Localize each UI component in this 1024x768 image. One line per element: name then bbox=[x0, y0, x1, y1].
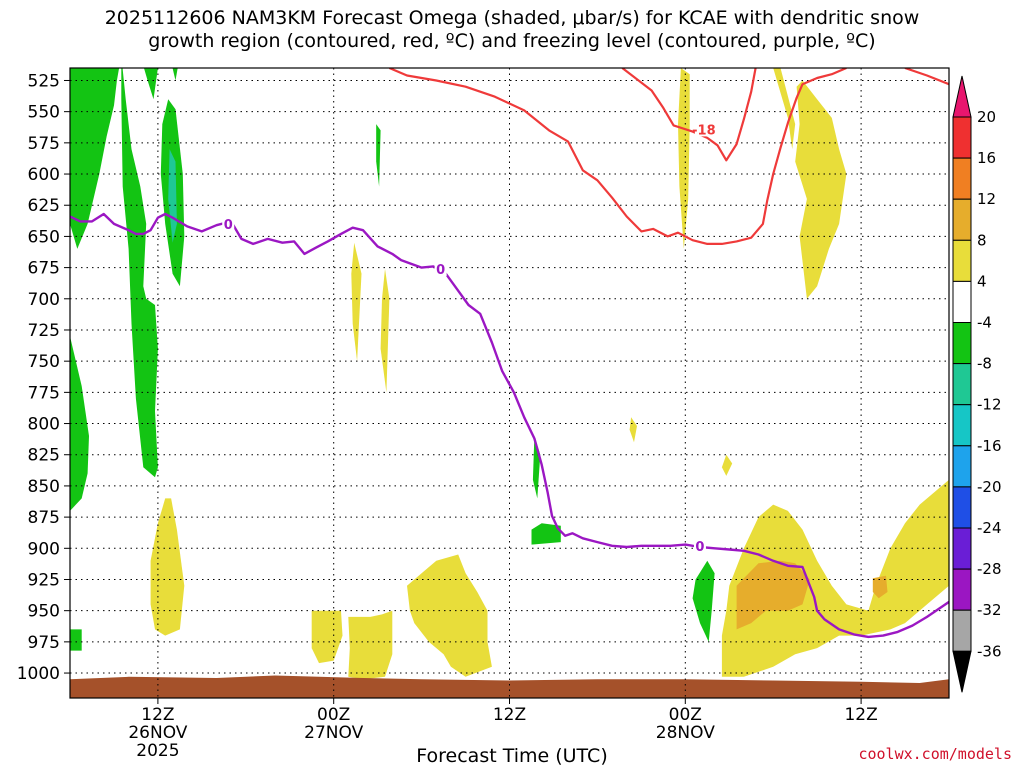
colorbar-segment bbox=[952, 486, 972, 529]
colorbar-segment bbox=[952, 280, 972, 323]
omega-region-19 bbox=[150, 498, 185, 636]
x-tick-label: 28NOV bbox=[656, 723, 715, 743]
terrain-fill bbox=[70, 675, 949, 698]
dgz-contour bbox=[388, 68, 847, 245]
colorbar-segment bbox=[952, 568, 972, 611]
freezing-contour-label: 0 bbox=[695, 540, 704, 555]
omega-region-20 bbox=[311, 610, 343, 664]
dgz-contour bbox=[904, 68, 949, 86]
colorbar-label: -32 bbox=[977, 601, 1002, 619]
freezing-label-bg bbox=[693, 539, 706, 554]
y-tick-label: 875 bbox=[28, 508, 60, 528]
omega-region-2 bbox=[143, 68, 158, 100]
omega-region-12 bbox=[678, 68, 690, 249]
y-tick-label: 800 bbox=[28, 415, 60, 435]
colorbar-segment bbox=[952, 157, 972, 200]
omega-region-16 bbox=[380, 268, 390, 393]
y-tick-label: 575 bbox=[28, 134, 60, 154]
omega-region-7 bbox=[376, 124, 381, 187]
omega-region-15 bbox=[351, 242, 362, 362]
omega-region-0 bbox=[70, 68, 120, 249]
omega-region-6 bbox=[70, 629, 82, 651]
colorbar-label: 20 bbox=[977, 108, 996, 126]
site-credit: coolwx.com/models bbox=[858, 745, 1012, 763]
x-tick-label: 12Z bbox=[493, 705, 526, 725]
omega-region-25 bbox=[872, 575, 888, 599]
y-tick-label: 950 bbox=[28, 602, 60, 622]
y-tick-label: 925 bbox=[28, 570, 60, 590]
omega-region-9 bbox=[531, 523, 561, 545]
x-tick-label: 26NOV bbox=[128, 723, 187, 743]
x-tick-label: 27NOV bbox=[304, 723, 363, 743]
colorbar-label: 4 bbox=[977, 272, 987, 290]
omega-region-5 bbox=[70, 336, 89, 511]
colorbar-label: -16 bbox=[977, 437, 1002, 455]
x-tick-label: 12Z bbox=[844, 705, 877, 725]
y-tick-label: 650 bbox=[28, 227, 60, 247]
y-tick-label: 750 bbox=[28, 352, 60, 372]
colorbar-segment bbox=[952, 198, 972, 241]
y-tick-label: 600 bbox=[28, 165, 60, 185]
dgz-label-bg bbox=[694, 121, 713, 137]
colorbar-label: -12 bbox=[977, 396, 1002, 414]
y-tick-label: 700 bbox=[28, 290, 60, 310]
freezing-label-bg bbox=[434, 262, 447, 277]
y-tick-label: 525 bbox=[28, 71, 60, 91]
freezing-contour-label: 0 bbox=[224, 218, 233, 233]
colorbar-segment bbox=[952, 404, 972, 447]
x-tick-label: 00Z bbox=[669, 705, 702, 725]
y-tick-label: 825 bbox=[28, 446, 60, 466]
colorbar-segment bbox=[952, 116, 972, 159]
omega-region-24 bbox=[736, 560, 810, 630]
freezing-contour-label: 0 bbox=[436, 263, 445, 278]
x-tick-label: 2025 bbox=[136, 741, 179, 761]
x-tick-label: 00Z bbox=[317, 705, 350, 725]
omega-region-17 bbox=[629, 417, 637, 443]
dgz-contour-label: -18 bbox=[692, 123, 716, 138]
omega-region-13 bbox=[773, 68, 796, 150]
x-axis-title: Forecast Time (UTC) bbox=[416, 745, 608, 767]
chart-title-line1: 2025112606 NAM3KM Forecast Omega (shaded… bbox=[104, 7, 920, 29]
omega-region-10 bbox=[692, 560, 715, 642]
colorbar-label: -8 bbox=[977, 355, 992, 373]
dgz-contour bbox=[621, 68, 757, 162]
colorbar-segment bbox=[952, 322, 972, 365]
colorbar-segment bbox=[952, 239, 972, 282]
colorbar-label: -28 bbox=[977, 560, 1002, 578]
colorbar-segment bbox=[952, 527, 972, 570]
omega-region-14 bbox=[795, 80, 847, 299]
omega-region-23 bbox=[721, 479, 949, 677]
y-tick-label: 975 bbox=[28, 633, 60, 653]
y-tick-label: 625 bbox=[28, 196, 60, 216]
y-tick-label: 550 bbox=[28, 103, 60, 123]
colorbar-label: 8 bbox=[977, 231, 987, 249]
colorbar-label: -24 bbox=[977, 519, 1002, 537]
colorbar-segment bbox=[952, 445, 972, 488]
y-tick-label: 775 bbox=[28, 383, 60, 403]
colorbar-label: -36 bbox=[977, 642, 1002, 660]
colorbar-label: 12 bbox=[977, 190, 996, 208]
chart-title-line2: growth region (contoured, red, ºC) and f… bbox=[148, 30, 876, 52]
freezing-level-contour bbox=[70, 212, 949, 639]
colorbar-bottom-arrow bbox=[952, 650, 972, 693]
omega-region-22 bbox=[407, 554, 492, 677]
y-tick-label: 725 bbox=[28, 321, 60, 341]
y-tick-label: 675 bbox=[28, 259, 60, 279]
colorbar-segment bbox=[952, 363, 972, 406]
colorbar-segment bbox=[952, 609, 972, 652]
colorbar-top-arrow bbox=[952, 75, 972, 118]
x-tick-label: 12Z bbox=[141, 705, 174, 725]
colorbar-label: -20 bbox=[977, 478, 1002, 496]
y-tick-label: 1000 bbox=[17, 664, 60, 684]
omega-region-21 bbox=[348, 610, 393, 680]
y-tick-label: 850 bbox=[28, 477, 60, 497]
omega-region-18 bbox=[721, 454, 733, 476]
colorbar-label: 16 bbox=[977, 149, 996, 167]
omega-region-1 bbox=[121, 68, 158, 478]
colorbar-label: -4 bbox=[977, 314, 992, 332]
y-tick-label: 900 bbox=[28, 539, 60, 559]
freezing-label-bg bbox=[222, 217, 235, 232]
omega-region-3 bbox=[172, 68, 178, 81]
